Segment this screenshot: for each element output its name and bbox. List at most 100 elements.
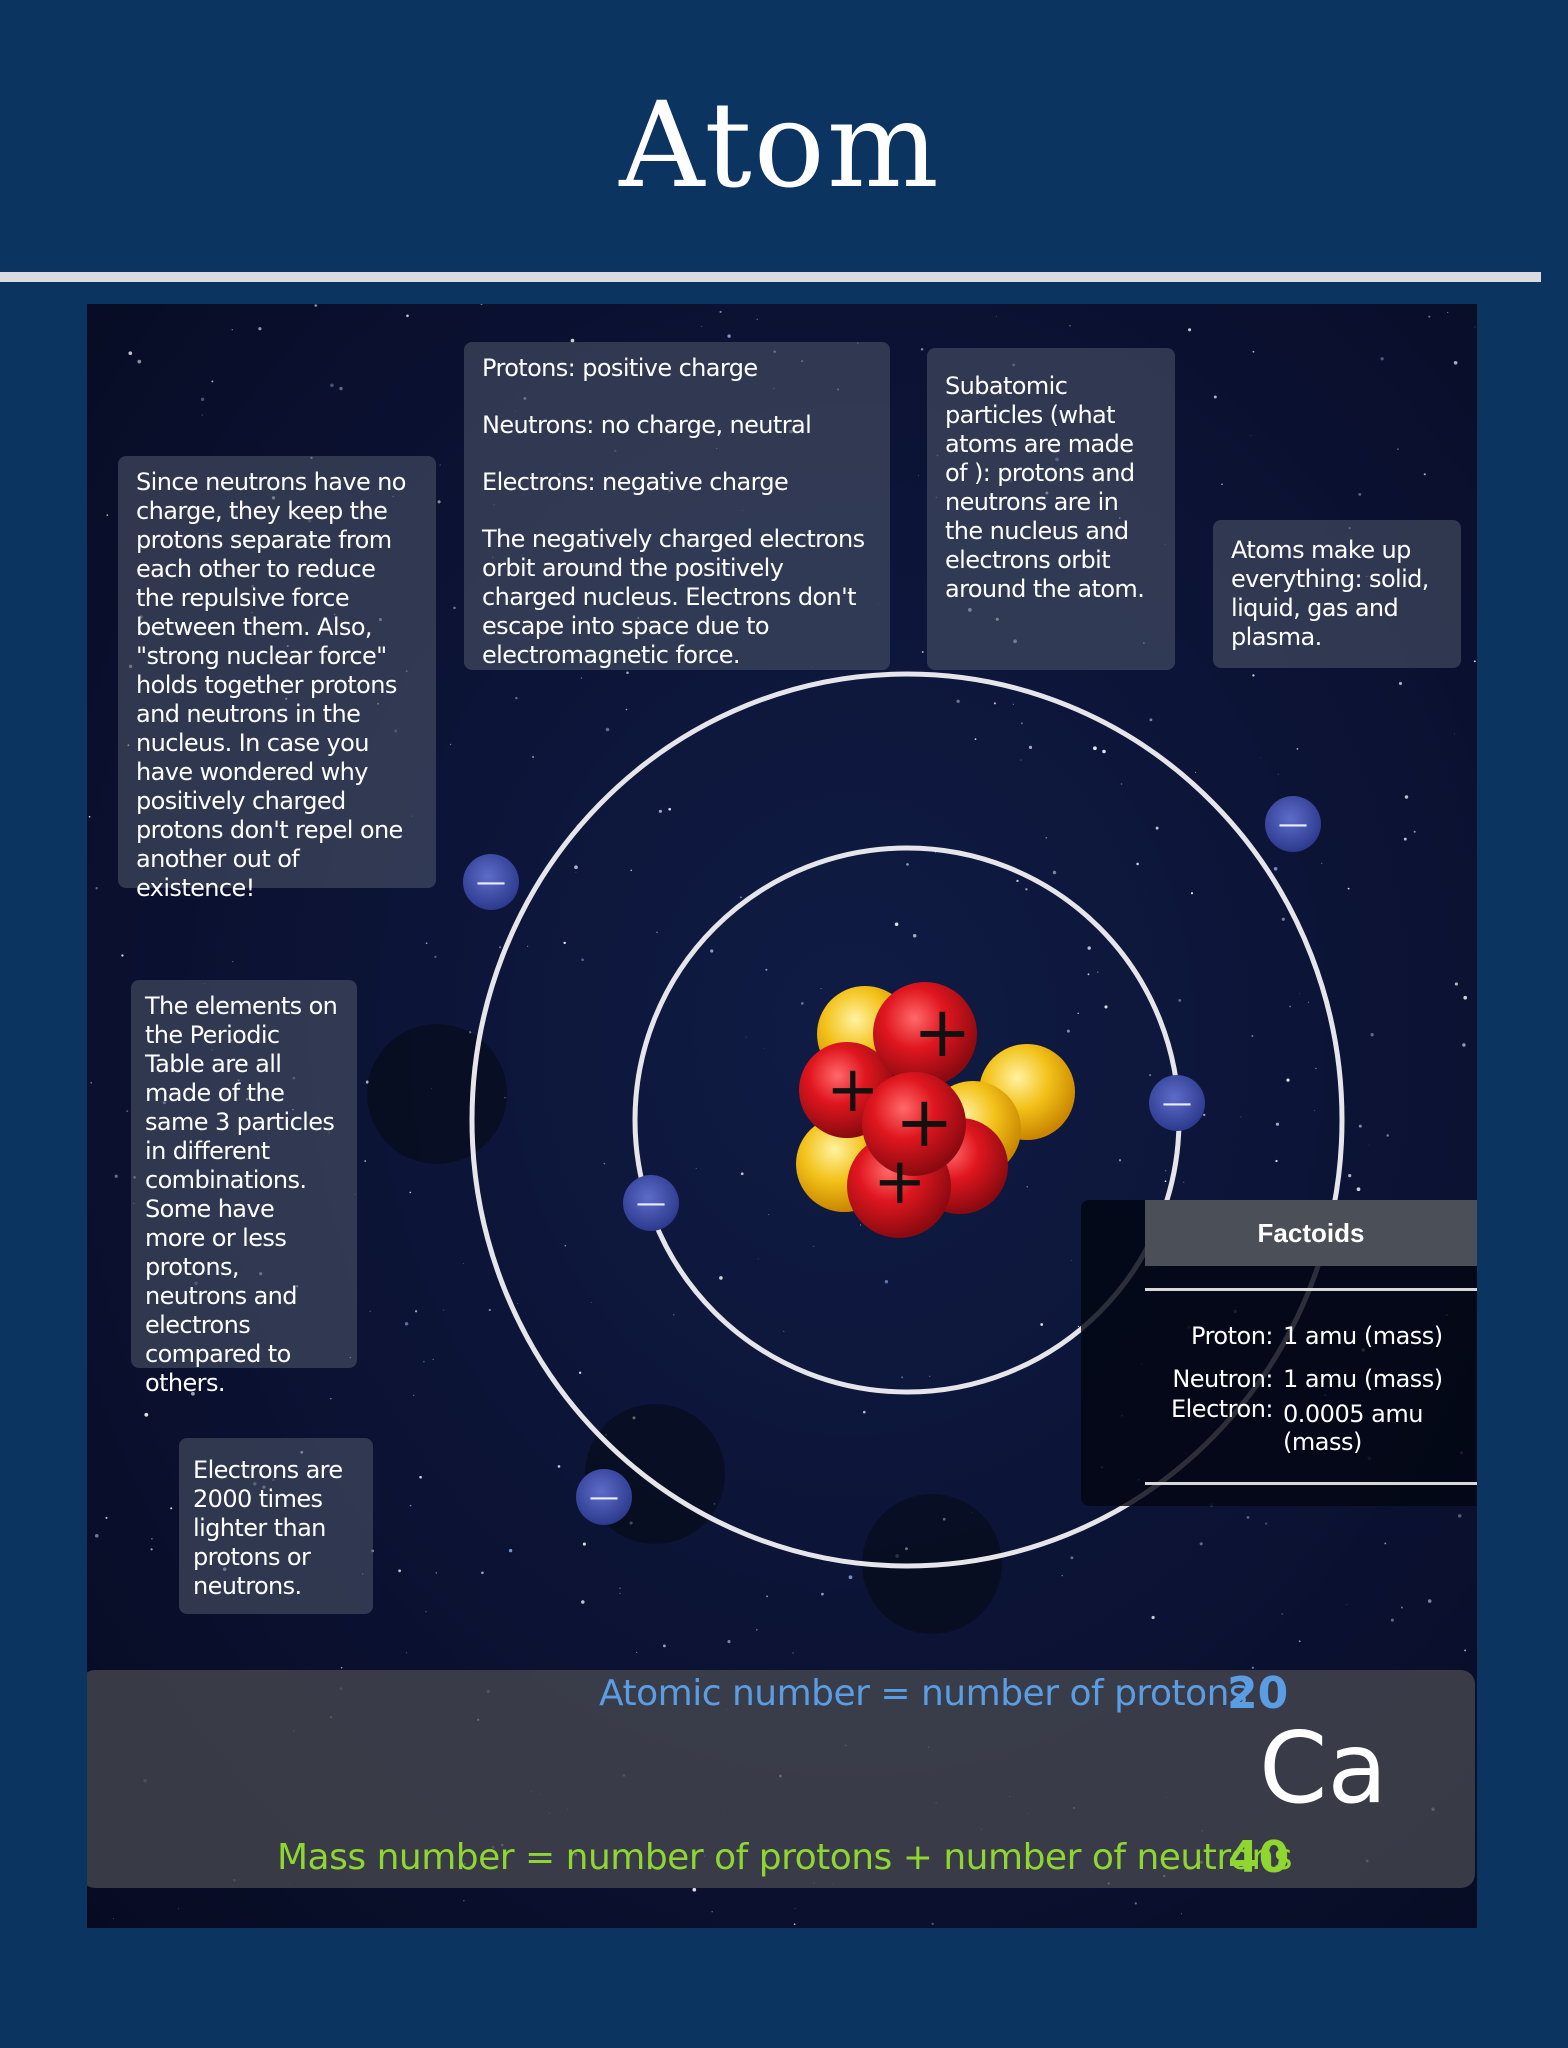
proton [873,982,977,1086]
star [692,1887,697,1892]
star [931,1922,934,1926]
star [1181,1913,1182,1915]
star [581,1600,585,1604]
star [150,1548,153,1551]
star [673,1314,675,1316]
star [1298,1640,1301,1643]
star [437,500,441,504]
star [590,1301,592,1303]
star [564,1244,567,1247]
star [1346,1603,1348,1605]
star [314,304,318,307]
factoids-top-rule [1145,1288,1477,1291]
star [1102,749,1106,754]
star [144,1412,149,1417]
star [414,1310,418,1313]
star [862,1410,866,1414]
star [1423,473,1426,476]
nucleus: + + + + [796,982,1075,1238]
star [740,1172,744,1176]
star [1457,1514,1462,1518]
star [151,1538,153,1540]
star [1202,1113,1206,1117]
neutrons-info-box: Since neutrons have no charge, they keep… [118,456,436,902]
factoid-label-text: Neutron: [1172,1365,1273,1393]
star [603,1162,606,1165]
star [1252,674,1255,677]
star [695,1168,697,1170]
factoids-bottom-rule [1145,1482,1477,1485]
shadow-blob [367,1024,507,1164]
numbers-band [87,1670,1475,1888]
lighter-info-text: Electrons are 2000 times lighter than pr… [193,1456,343,1600]
star [398,1569,402,1573]
star [1281,1613,1283,1615]
star [527,945,529,947]
star [1427,1599,1432,1603]
star [1026,1186,1028,1188]
star [517,1303,518,1304]
star [636,1651,638,1653]
star [1400,1606,1403,1609]
star [745,1036,747,1038]
star [1289,1005,1292,1008]
star [1259,757,1261,758]
star [339,386,343,391]
star [1474,326,1476,328]
star [906,863,909,866]
star [1347,887,1350,890]
atom-diagram: + + + + — — — — — [367,671,1345,1634]
star [1348,1173,1352,1178]
star [232,960,234,963]
star [658,809,663,813]
star [821,1592,824,1596]
star [719,1276,723,1280]
star [1194,771,1197,773]
star [820,988,822,990]
mass-number-label: Mass number = number of protons + number… [277,1837,1292,1878]
star [757,1258,759,1260]
atomic-number-value: 20 [1227,1668,1289,1719]
star [1251,1035,1254,1037]
star [605,727,610,732]
star [884,1280,889,1284]
star [766,1595,769,1598]
star [894,922,899,927]
protons-charge-text: Protons: positive charge [482,354,758,382]
star [488,1308,491,1312]
electron: — [576,1469,632,1525]
star [106,514,109,516]
orbit-info-text: The negatively charged electrons orbit a… [482,525,865,669]
star [128,351,133,355]
star [1016,879,1019,883]
star [532,756,535,758]
neutrons-charge-text: Neutrons: no charge, neutral [482,411,812,439]
star [557,1465,561,1468]
star [1299,993,1300,995]
star [137,359,142,364]
star [1370,1033,1374,1037]
star [921,651,924,653]
star [575,872,577,873]
star [918,475,919,476]
star [1250,435,1252,437]
star [1190,892,1194,895]
electron-minus: — [476,865,506,900]
star [499,946,502,949]
lighter-info-box: Electrons are 2000 times lighter than pr… [179,1438,373,1614]
star [1413,830,1416,833]
star [364,1160,367,1162]
factoid-label-text: Electron: [1170,1395,1274,1423]
star [406,314,409,318]
star [95,887,98,890]
star [105,1516,108,1519]
star [668,807,672,811]
star [848,1575,853,1580]
star [1264,1522,1268,1525]
star [1164,1180,1167,1183]
star [793,1923,796,1926]
star [1386,1134,1389,1137]
star [330,383,334,388]
elements-info-text: The elements on the Periodic Table are a… [145,992,338,1397]
star [404,1322,409,1326]
